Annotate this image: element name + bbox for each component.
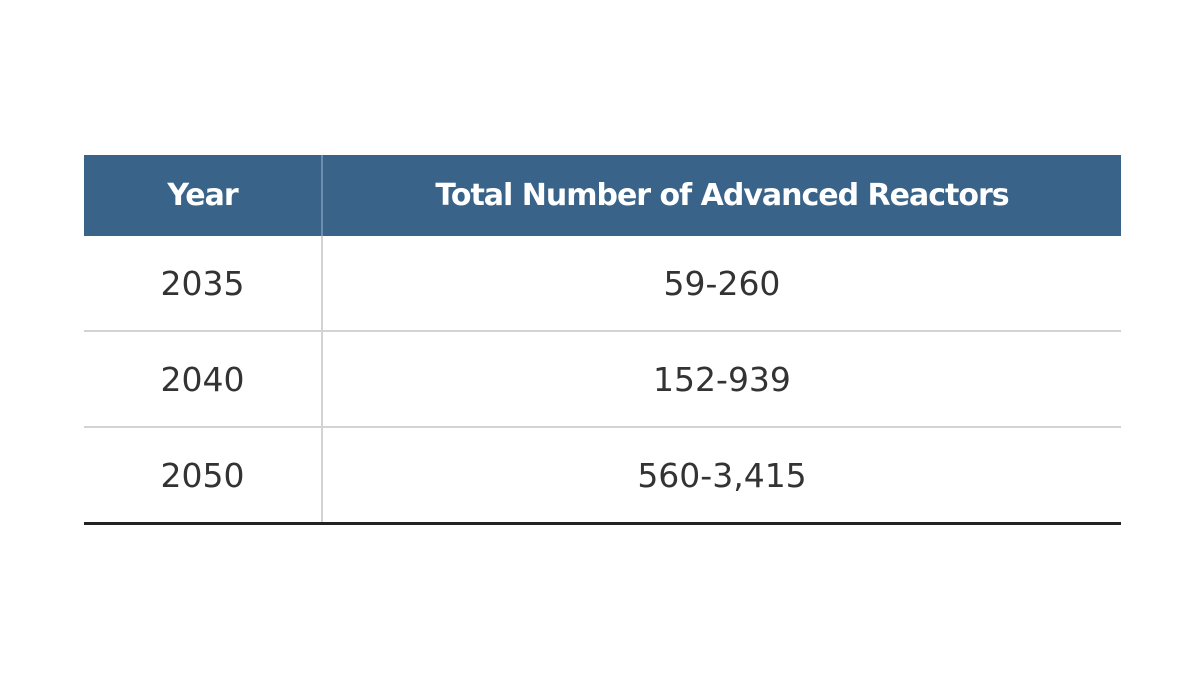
header-cell: Year	[84, 155, 323, 236]
table: Year Total Number of Advanced Reactors 2…	[84, 155, 1121, 525]
table-cell: 2040	[84, 330, 323, 427]
table-row: 2050 560-3,415	[84, 426, 1121, 525]
table-row: 2035 59-260	[84, 236, 1121, 331]
table-body: 2035 59-260 2040 152-939 2050 560-3,415	[84, 236, 1121, 525]
header-cell: Total Number of Advanced Reactors	[322, 155, 1121, 236]
table-cell: 59-260	[663, 263, 781, 303]
header-row: Year Total Number of Advanced Reactors	[84, 155, 1121, 236]
table-cell: 2050	[84, 426, 323, 525]
table-cell: 2035	[84, 236, 323, 331]
table-cell: 560-3,415	[322, 426, 1121, 525]
table-cell: 152-939	[322, 330, 1121, 427]
table-row: 2040 152-939	[84, 330, 1121, 427]
